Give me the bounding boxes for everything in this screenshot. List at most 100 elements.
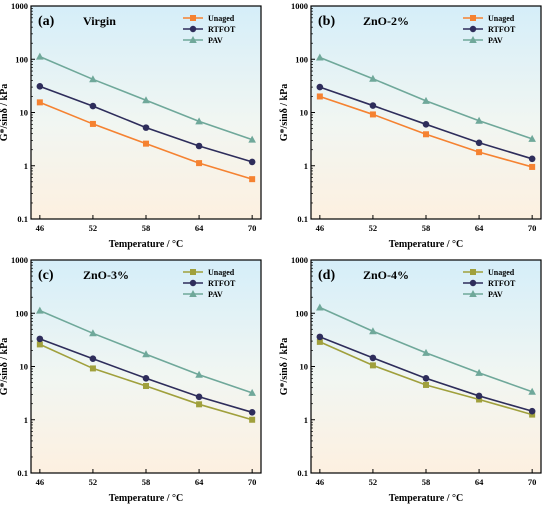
data-point-pav-70	[248, 135, 256, 143]
y-tick-label: 0.1	[17, 214, 28, 224]
chart-panel-4: 0.1 1 10 100 1000 46 52 58 64 70 Temperature / °C G…	[279, 255, 542, 504]
x-tick-label: 64	[475, 477, 484, 487]
x-tick-label: 46	[316, 477, 325, 487]
x-tick-label: 52	[89, 223, 98, 233]
data-point-unaged-64	[196, 160, 203, 167]
x-tick-label: 58	[142, 477, 151, 487]
legend-entry-pav: PAV	[488, 36, 503, 45]
x-tick-label: 58	[422, 477, 431, 487]
data-point-rtfot-64	[195, 393, 203, 401]
data-point-rtfot-70	[248, 409, 256, 416]
data-point-pav-52	[89, 329, 97, 337]
data-point-pav-46	[36, 52, 44, 60]
plot-background	[311, 6, 541, 219]
x-tick-label: 46	[36, 223, 45, 233]
data-point-rtfot-70	[528, 407, 536, 415]
legend-marker	[189, 279, 197, 287]
panel-title: ZnO-3%	[83, 268, 129, 282]
legend-entry-rtfot: RTFOT	[208, 25, 236, 34]
y-tick-label: 1000	[11, 255, 28, 265]
x-tick-label: 58	[422, 223, 431, 233]
y-tick-label: 10	[300, 362, 309, 372]
data-point-pav-58	[142, 350, 150, 358]
y-tick-label: 10	[20, 108, 29, 118]
data-point-unaged-58	[143, 383, 149, 390]
data-point-unaged-58	[423, 381, 429, 388]
y-tick-label: 10	[300, 108, 309, 118]
data-point-unaged-52	[89, 365, 96, 372]
data-point-unaged-70	[529, 163, 536, 170]
data-point-rtfot-58	[422, 375, 430, 382]
data-point-rtfot-58	[422, 121, 430, 128]
data-point-unaged-64	[476, 396, 483, 403]
x-tick-label: 64	[195, 223, 204, 233]
legend-marker	[469, 279, 477, 287]
data-point-pav-58	[422, 348, 430, 356]
data-point-pav-64	[475, 116, 483, 124]
y-tick-label: 0.1	[17, 468, 28, 478]
data-point-unaged-52	[369, 362, 376, 369]
data-point-rtfot-46	[36, 335, 44, 343]
y-tick-label: 100	[15, 54, 28, 64]
data-point-rtfot-52	[89, 355, 97, 363]
data-point-unaged-52	[369, 111, 376, 118]
legend-entry-rtfot: RTFOT	[488, 279, 516, 288]
legend-entry-pav: PAV	[208, 36, 223, 45]
x-tick-label: 52	[369, 477, 378, 487]
legend-entry-unaged: Unaged	[208, 14, 235, 23]
y-axis-title: G*/sinδ / kPa	[279, 338, 290, 395]
y-tick-label: 1000	[11, 1, 28, 11]
legend-marker	[469, 36, 477, 43]
data-point-pav-70	[528, 387, 536, 395]
y-tick-label: 100	[295, 54, 308, 64]
data-point-rtfot-58	[142, 124, 150, 131]
y-tick-label: 1	[24, 415, 28, 425]
y-tick-label: 1	[304, 161, 308, 171]
data-point-unaged-46	[316, 338, 323, 345]
x-axis-title: Temperature / °C	[109, 239, 184, 250]
data-point-unaged-46	[36, 341, 43, 348]
data-point-rtfot-58	[142, 375, 150, 382]
data-point-rtfot-64	[475, 139, 483, 147]
data-point-pav-46	[36, 306, 44, 314]
y-tick-label: 1000	[291, 255, 308, 265]
chart-panel-3: 0.1 1 10 100 1000 46 52 58 64 70 Temperature / °C G…	[0, 255, 262, 504]
data-point-pav-52	[369, 327, 377, 335]
data-point-rtfot-46	[36, 83, 44, 90]
legend-entry-pav: PAV	[208, 290, 223, 299]
x-tick-label: 70	[248, 477, 257, 487]
x-axis-title: Temperature / °C	[389, 493, 464, 504]
panel-label: (a)	[38, 14, 55, 29]
legend-marker	[189, 36, 197, 43]
legend-entry-rtfot: RTFOT	[208, 279, 236, 288]
panel-title: Virgin	[83, 14, 116, 28]
legend-marker	[190, 269, 196, 275]
panel-label: (d)	[318, 268, 335, 283]
data-point-rtfot-70	[248, 158, 256, 166]
data-point-unaged-70	[249, 416, 256, 423]
data-point-pav-46	[316, 53, 324, 61]
data-point-rtfot-64	[195, 142, 203, 150]
data-point-pav-46	[316, 303, 324, 311]
legend-entry-unaged: Unaged	[488, 268, 515, 277]
legend-marker	[189, 25, 197, 33]
data-point-unaged-58	[143, 140, 149, 147]
x-tick-label: 52	[369, 223, 378, 233]
plot-background	[31, 6, 261, 219]
x-tick-label: 52	[89, 477, 98, 487]
legend-marker	[470, 15, 476, 21]
y-tick-label: 0.1	[297, 468, 308, 478]
data-point-unaged-52	[89, 120, 96, 127]
data-point-unaged-70	[249, 176, 256, 183]
y-axis-title: G*/sinδ / kPa	[279, 84, 290, 141]
data-point-unaged-46	[36, 99, 43, 106]
plot-background	[31, 260, 261, 473]
data-point-rtfot-52	[89, 102, 97, 110]
legend-marker	[469, 25, 477, 33]
legend-entry-rtfot: RTFOT	[488, 25, 516, 34]
data-point-pav-58	[142, 96, 150, 104]
data-point-pav-58	[422, 96, 430, 104]
y-tick-label: 100	[15, 308, 28, 318]
data-point-rtfot-52	[369, 102, 377, 109]
